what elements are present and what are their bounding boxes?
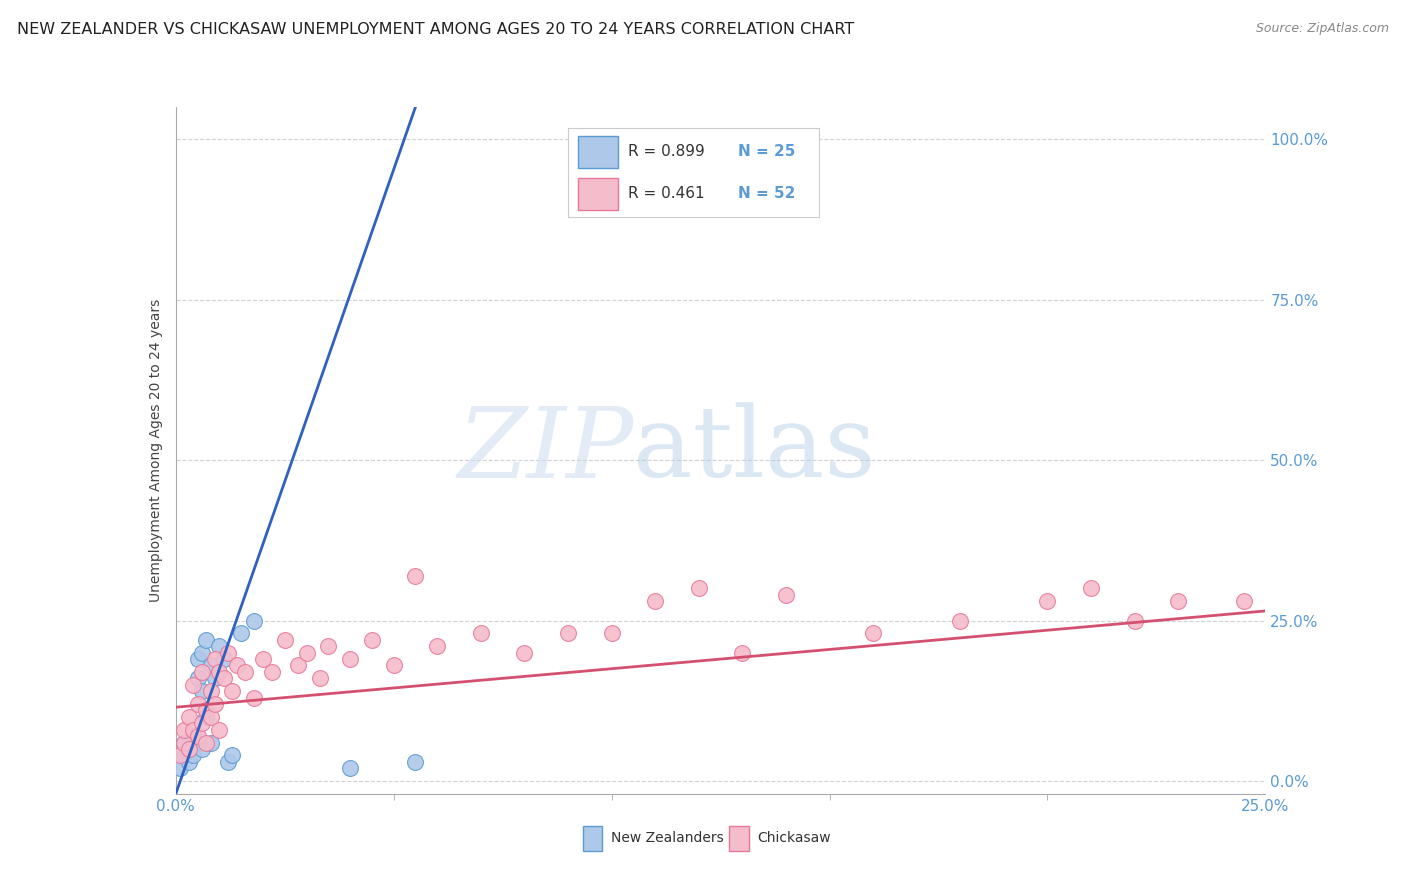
Point bbox=[200, 735, 222, 749]
Y-axis label: Unemployment Among Ages 20 to 24 years: Unemployment Among Ages 20 to 24 years bbox=[149, 299, 163, 602]
Point bbox=[191, 665, 214, 679]
Point bbox=[200, 710, 222, 724]
Point bbox=[557, 626, 579, 640]
Point bbox=[191, 742, 214, 756]
Text: N = 52: N = 52 bbox=[738, 186, 796, 202]
Point bbox=[1167, 594, 1189, 608]
Point bbox=[600, 626, 623, 640]
Point bbox=[339, 761, 361, 775]
Bar bbox=[730, 826, 749, 851]
Point bbox=[405, 755, 427, 769]
Point bbox=[260, 665, 283, 679]
Point bbox=[177, 742, 200, 756]
Point bbox=[177, 710, 200, 724]
Point bbox=[217, 755, 239, 769]
Point bbox=[862, 626, 884, 640]
Point bbox=[212, 671, 235, 685]
Point bbox=[191, 716, 214, 731]
Point bbox=[181, 748, 204, 763]
Point bbox=[949, 614, 972, 628]
Point bbox=[195, 735, 218, 749]
Point bbox=[169, 748, 191, 763]
Point bbox=[252, 652, 274, 666]
Point bbox=[225, 658, 247, 673]
Point bbox=[200, 658, 222, 673]
Point bbox=[382, 658, 405, 673]
Point bbox=[274, 632, 297, 647]
Point bbox=[339, 652, 361, 666]
Point bbox=[204, 671, 226, 685]
Point bbox=[470, 626, 492, 640]
Point bbox=[295, 646, 318, 660]
Text: New Zealanders: New Zealanders bbox=[612, 831, 724, 846]
Point bbox=[173, 748, 195, 763]
Point bbox=[195, 703, 218, 717]
Point bbox=[204, 652, 226, 666]
Point bbox=[191, 646, 214, 660]
Point bbox=[195, 632, 218, 647]
Point bbox=[173, 735, 195, 749]
Point bbox=[177, 742, 200, 756]
Point bbox=[191, 684, 214, 698]
Point bbox=[1080, 582, 1102, 596]
Bar bbox=[583, 826, 603, 851]
Point bbox=[308, 671, 330, 685]
Point bbox=[186, 729, 209, 743]
Point bbox=[231, 626, 253, 640]
Point bbox=[177, 755, 200, 769]
Point bbox=[181, 678, 204, 692]
Point bbox=[221, 684, 243, 698]
Point bbox=[405, 568, 427, 582]
Point bbox=[186, 652, 209, 666]
Text: R = 0.899: R = 0.899 bbox=[628, 145, 704, 160]
Point bbox=[217, 646, 239, 660]
Text: atlas: atlas bbox=[633, 402, 876, 499]
Text: N = 25: N = 25 bbox=[738, 145, 796, 160]
Point bbox=[208, 665, 231, 679]
Point bbox=[688, 582, 710, 596]
Text: R = 0.461: R = 0.461 bbox=[628, 186, 704, 202]
Point bbox=[195, 710, 218, 724]
Point bbox=[731, 646, 754, 660]
Point bbox=[243, 690, 266, 705]
Point bbox=[173, 735, 195, 749]
Point bbox=[181, 723, 204, 737]
Point bbox=[186, 697, 209, 711]
Text: Chickasaw: Chickasaw bbox=[758, 831, 831, 846]
Point bbox=[181, 729, 204, 743]
Point bbox=[318, 639, 340, 653]
Point bbox=[169, 761, 191, 775]
Point bbox=[235, 665, 257, 679]
Point bbox=[1036, 594, 1059, 608]
Point bbox=[513, 646, 536, 660]
Point bbox=[208, 723, 231, 737]
Point bbox=[186, 671, 209, 685]
Text: ZIP: ZIP bbox=[457, 403, 633, 498]
Point bbox=[200, 684, 222, 698]
Point bbox=[426, 639, 449, 653]
Point bbox=[208, 639, 231, 653]
Bar bbox=[578, 178, 619, 210]
Text: NEW ZEALANDER VS CHICKASAW UNEMPLOYMENT AMONG AGES 20 TO 24 YEARS CORRELATION CH: NEW ZEALANDER VS CHICKASAW UNEMPLOYMENT … bbox=[17, 22, 853, 37]
Point bbox=[243, 614, 266, 628]
Text: Source: ZipAtlas.com: Source: ZipAtlas.com bbox=[1256, 22, 1389, 36]
Point bbox=[287, 658, 309, 673]
Point bbox=[1123, 614, 1146, 628]
Point bbox=[1232, 594, 1256, 608]
Point bbox=[204, 697, 226, 711]
Point bbox=[644, 594, 666, 608]
Point bbox=[221, 748, 243, 763]
Bar bbox=[578, 136, 619, 168]
Point bbox=[212, 652, 235, 666]
Point bbox=[775, 588, 797, 602]
Point bbox=[173, 723, 195, 737]
Point bbox=[360, 632, 382, 647]
